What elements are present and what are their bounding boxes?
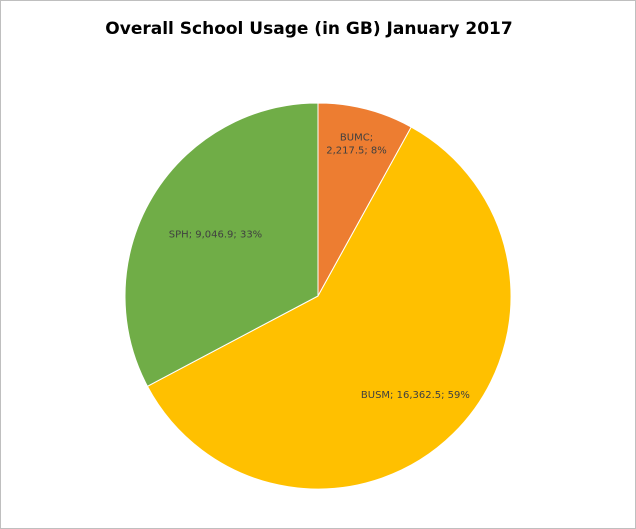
pie-slice-busm (146, 126, 512, 490)
pie-slice-bumc (317, 102, 412, 297)
pie-slices (124, 102, 512, 490)
pie-labels: BUMC; 2,217.5; 8% BUSM; 16,362.5; 59% SPH; … (169, 133, 470, 402)
chart-title: Overall School Usage (in GB) January 201… (105, 19, 513, 39)
pie-slice-sph (124, 102, 319, 387)
data-label-sph: SPH; 9,046.9; 33% (169, 229, 262, 240)
data-label-busm: BUSM; 16,362.5; 59% (361, 390, 470, 401)
data-label-bumc: BUMC; 2,217.5; 8% (326, 133, 387, 157)
